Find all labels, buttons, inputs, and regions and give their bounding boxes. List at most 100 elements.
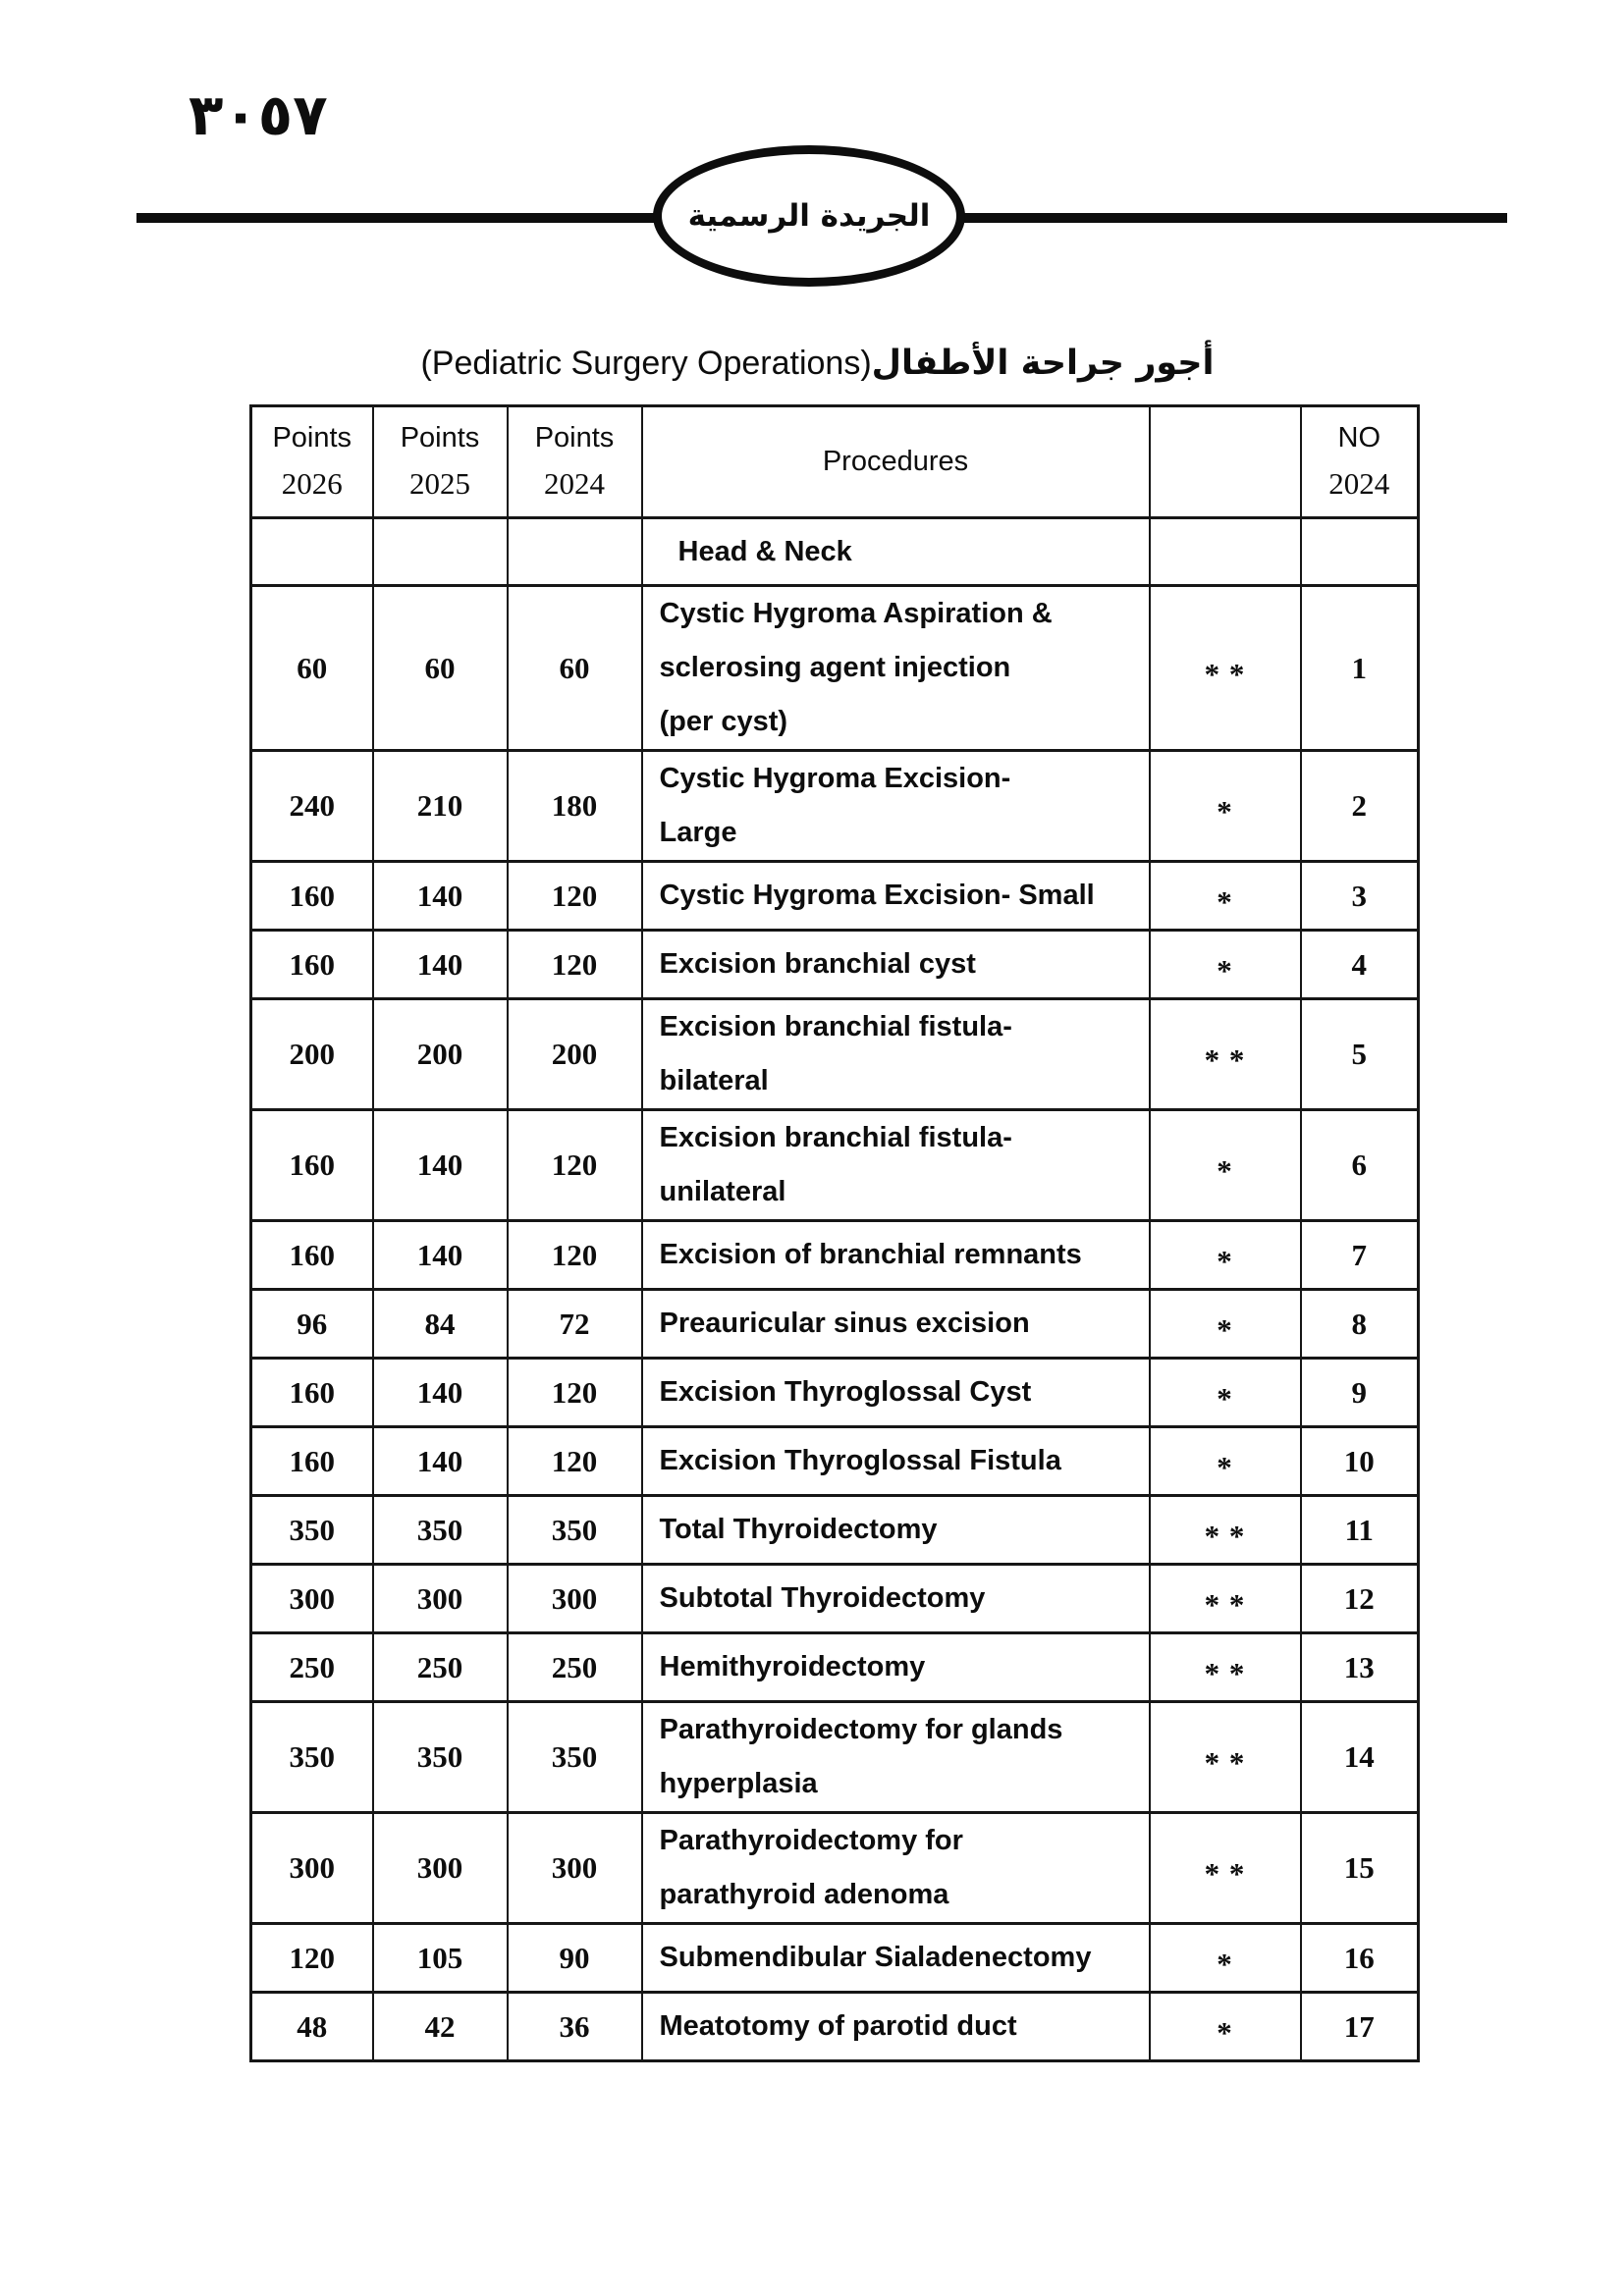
col-header-label: Procedures — [822, 446, 969, 477]
col-header-points-2024: Points 2024 — [506, 404, 643, 519]
procedure-line: Excision branchial fistula- — [659, 1122, 1012, 1153]
points-2025-cell: 140 — [371, 1425, 509, 1497]
points-2025-cell: 210 — [371, 749, 509, 863]
table-row: 350 350 350 Parathyroidectomy for glands… — [249, 1700, 1420, 1814]
stars-cell: * * — [1148, 997, 1302, 1111]
procedure-line: Excision of branchial remnants — [659, 1239, 1082, 1270]
points-2025-cell: 140 — [371, 1108, 509, 1222]
stars-marker: * * — [1204, 1518, 1246, 1553]
stars-marker: * — [1217, 2014, 1233, 2050]
stars-cell: * — [1148, 929, 1302, 1000]
stars-cell: * * — [1148, 1563, 1302, 1634]
procedure-line: Cystic Hygroma Excision- Small — [659, 880, 1095, 911]
procedure-cell: Preauricular sinus excision — [640, 1288, 1151, 1360]
no-cell: 17 — [1299, 1991, 1420, 2062]
no-cell: 9 — [1299, 1357, 1420, 1428]
section-row: Head & Neck — [249, 516, 1420, 587]
table-row: 160 140 120 Excision Thyroglossal Cyst *… — [249, 1357, 1420, 1428]
empty-cell — [1299, 516, 1420, 587]
points-2026-cell: 350 — [249, 1700, 374, 1814]
table-row: 96 84 72 Preauricular sinus excision * 8 — [249, 1288, 1420, 1360]
table-row: 300 300 300 Subtotal Thyroidectomy * * 1… — [249, 1563, 1420, 1634]
points-2025-cell: 105 — [371, 1922, 509, 1994]
points-2024-cell: 90 — [506, 1922, 643, 1994]
table-row: 160 140 120 Excision branchial fistula-u… — [249, 1108, 1420, 1222]
no-cell: 11 — [1299, 1494, 1420, 1566]
points-2024-cell: 300 — [506, 1811, 643, 1925]
points-2025-cell: 60 — [371, 584, 509, 752]
table-row: 300 300 300 Parathyroidectomy for parathy… — [249, 1811, 1420, 1925]
stars-marker: * — [1217, 1153, 1233, 1188]
procedure-line: parathyroid adenoma — [659, 1879, 949, 1910]
stars-marker: * * — [1204, 1042, 1246, 1077]
stars-marker: * — [1217, 794, 1233, 828]
procedure-line: Hemithyroidectomy — [659, 1651, 926, 1682]
stars-cell: * — [1148, 1108, 1302, 1222]
stars-cell: * * — [1148, 1700, 1302, 1814]
no-cell: 5 — [1299, 997, 1420, 1111]
points-2026-cell: 300 — [249, 1563, 374, 1634]
col-header-year: 2024 — [1328, 465, 1390, 501]
procedure-cell: Excision Thyroglossal Fistula — [640, 1425, 1151, 1497]
stars-marker: * — [1217, 1311, 1233, 1347]
procedure-cell: Hemithyroidectomy — [640, 1631, 1151, 1703]
empty-cell — [506, 516, 643, 587]
points-2026-cell: 250 — [249, 1631, 374, 1703]
procedure-cell: Total Thyroidectomy — [640, 1494, 1151, 1566]
gazette-name-label: الجريدة الرسمية — [687, 198, 931, 234]
table-row: 60 60 60 Cystic Hygroma Aspiration & scle… — [249, 584, 1420, 752]
points-2026-cell: 160 — [249, 1108, 374, 1222]
col-header-procedures: Procedures — [640, 404, 1151, 519]
procedure-cell: Submendibular Sialadenectomy — [640, 1922, 1151, 1994]
table-row: 160 140 120 Excision branchial cyst * 4 — [249, 929, 1420, 1000]
points-2025-cell: 84 — [371, 1288, 509, 1360]
col-header-no-2024: NO 2024 — [1299, 404, 1420, 519]
points-2024-cell: 36 — [506, 1991, 643, 2062]
procedure-line: (per cyst) — [659, 706, 788, 737]
points-2025-cell: 250 — [371, 1631, 509, 1703]
procedure-line: Parathyroidectomy for — [659, 1825, 963, 1856]
points-2026-cell: 350 — [249, 1494, 374, 1566]
stars-marker: * — [1217, 1243, 1233, 1278]
procedure-cell: Excision of branchial remnants — [640, 1219, 1151, 1291]
procedure-line: Large — [659, 817, 737, 848]
procedure-line: Parathyroidectomy for glands — [659, 1714, 1063, 1745]
header-row: Points 2026 Points 2025 Points 2024 — [249, 404, 1420, 519]
points-2026-cell: 160 — [249, 1219, 374, 1291]
stars-cell: * — [1148, 1219, 1302, 1291]
procedure-cell: Excision branchial fistula-bilateral — [640, 997, 1151, 1111]
points-2024-cell: 200 — [506, 997, 643, 1111]
procedure-line: Subtotal Thyroidectomy — [659, 1582, 986, 1614]
table-row: 120 105 90 Submendibular Sialadenectomy … — [249, 1922, 1420, 1994]
points-2024-cell: 180 — [506, 749, 643, 863]
stars-marker: * — [1217, 883, 1233, 919]
no-cell: 16 — [1299, 1922, 1420, 1994]
procedure-line: Submendibular Sialadenectomy — [659, 1942, 1092, 1973]
col-header-year: 2026 — [281, 465, 343, 501]
no-cell: 6 — [1299, 1108, 1420, 1222]
points-2025-cell: 350 — [371, 1494, 509, 1566]
procedure-line: bilateral — [659, 1065, 769, 1096]
procedure-line: Total Thyroidectomy — [659, 1514, 938, 1545]
points-2025-cell: 140 — [371, 929, 509, 1000]
points-2024-cell: 60 — [506, 584, 643, 752]
points-2025-cell: 140 — [371, 1219, 509, 1291]
procedure-line: Meatotomy of parotid duct — [659, 2010, 1017, 2042]
procedure-cell: Cystic Hygroma Excision- Small — [640, 860, 1151, 932]
stars-cell: * — [1148, 1288, 1302, 1360]
points-2024-cell: 120 — [506, 929, 643, 1000]
points-2024-cell: 72 — [506, 1288, 643, 1360]
procedure-line: Preauricular sinus excision — [659, 1308, 1030, 1339]
section-cell: Head & Neck — [640, 516, 1151, 587]
stars-marker: * * — [1204, 1856, 1246, 1891]
procedure-cell: Cystic Hygroma Aspiration & sclerosing ag… — [640, 584, 1151, 752]
no-cell: 10 — [1299, 1425, 1420, 1497]
table-row: 350 350 350 Total Thyroidectomy * * 11 — [249, 1494, 1420, 1566]
procedure-cell: Cystic Hygroma Excision- Large — [640, 749, 1151, 863]
points-2025-cell: 350 — [371, 1700, 509, 1814]
procedure-line: sclerosing agent injection — [659, 652, 1011, 683]
stars-marker: * — [1217, 952, 1233, 988]
gazette-oval-seal: الجريدة الرسمية — [653, 145, 965, 287]
points-2026-cell: 48 — [249, 1991, 374, 2062]
